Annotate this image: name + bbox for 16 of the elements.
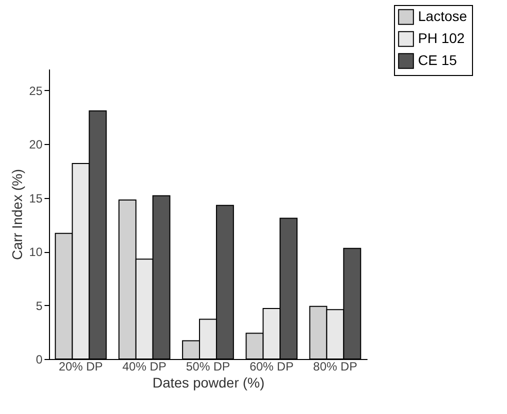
x-axis-title: Dates powder (%) (152, 374, 265, 390)
legend-label: PH 102 (418, 30, 465, 46)
y-tick-label: 5 (36, 298, 43, 313)
y-tick-label: 0 (36, 352, 43, 366)
legend-label: CE 15 (418, 52, 458, 68)
x-tick-label: 20% DP (58, 360, 103, 374)
x-tick-label: 60% DP (250, 360, 294, 374)
x-tick-label: 80% DP (313, 360, 358, 374)
y-tick-label: 10 (29, 245, 43, 260)
y-tick-label: 20 (29, 138, 43, 152)
y-axis-title: Carr Index (%) (9, 168, 26, 260)
legend-label: Lactose (418, 8, 468, 24)
y-tick-label: 15 (29, 191, 43, 206)
y-tick-label: 25 (29, 84, 43, 98)
x-tick-label: 50% DP (186, 360, 230, 374)
x-tick-label: 40% DP (122, 360, 166, 374)
